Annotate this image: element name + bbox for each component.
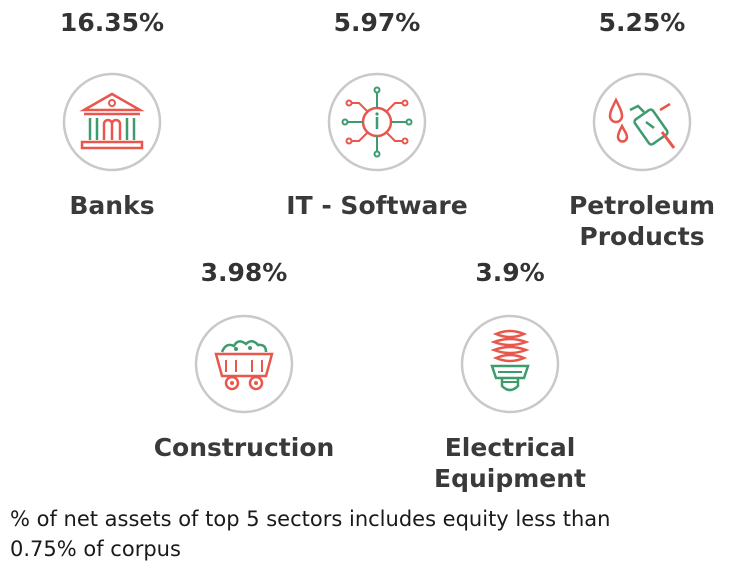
- sector-label-line: Construction: [153, 433, 335, 462]
- sector-banks: 16.35% Banks: [2, 8, 222, 220]
- sector-label: Electrical Equipment: [400, 432, 620, 494]
- sector-construction: 3.98% Construction: [134, 258, 354, 462]
- sector-label-line: IT - Software: [286, 191, 468, 220]
- footnote-line: 0.75% of corpus: [10, 537, 181, 561]
- sector-label-line: Banks: [69, 191, 155, 220]
- sector-percent: 3.9%: [475, 258, 545, 287]
- sector-label: Petroleum Products: [532, 190, 745, 252]
- sector-label-line: Electrical: [444, 433, 576, 462]
- light-bulb-icon: [458, 312, 562, 416]
- sector-label: Construction: [134, 432, 354, 463]
- footnote: % of net assets of top 5 sectors include…: [10, 504, 740, 564]
- sector-electrical-equipment: 3.9% Electrical Equipment: [400, 258, 620, 493]
- sector-petroleum-products: 5.25% Petroleum Products: [532, 8, 745, 251]
- sector-percent: 3.98%: [200, 258, 288, 287]
- circuit-chip-icon: [325, 70, 429, 174]
- sector-percent: 5.97%: [333, 8, 421, 37]
- sector-label-line: Products: [579, 222, 705, 251]
- sector-label: Banks: [2, 190, 222, 221]
- sector-percent: 5.25%: [598, 8, 686, 37]
- fuel-nozzle-icon: [590, 70, 694, 174]
- sector-it-software: 5.97% IT - Software: [267, 8, 487, 220]
- sector-percent: 16.35%: [59, 8, 165, 37]
- sector-label-line: Equipment: [434, 464, 586, 493]
- sector-label-line: Petroleum: [568, 191, 716, 220]
- footnote-line: % of net assets of top 5 sectors include…: [10, 507, 611, 531]
- mine-cart-icon: [192, 312, 296, 416]
- sector-label: IT - Software: [267, 190, 487, 221]
- bank-icon: [60, 70, 164, 174]
